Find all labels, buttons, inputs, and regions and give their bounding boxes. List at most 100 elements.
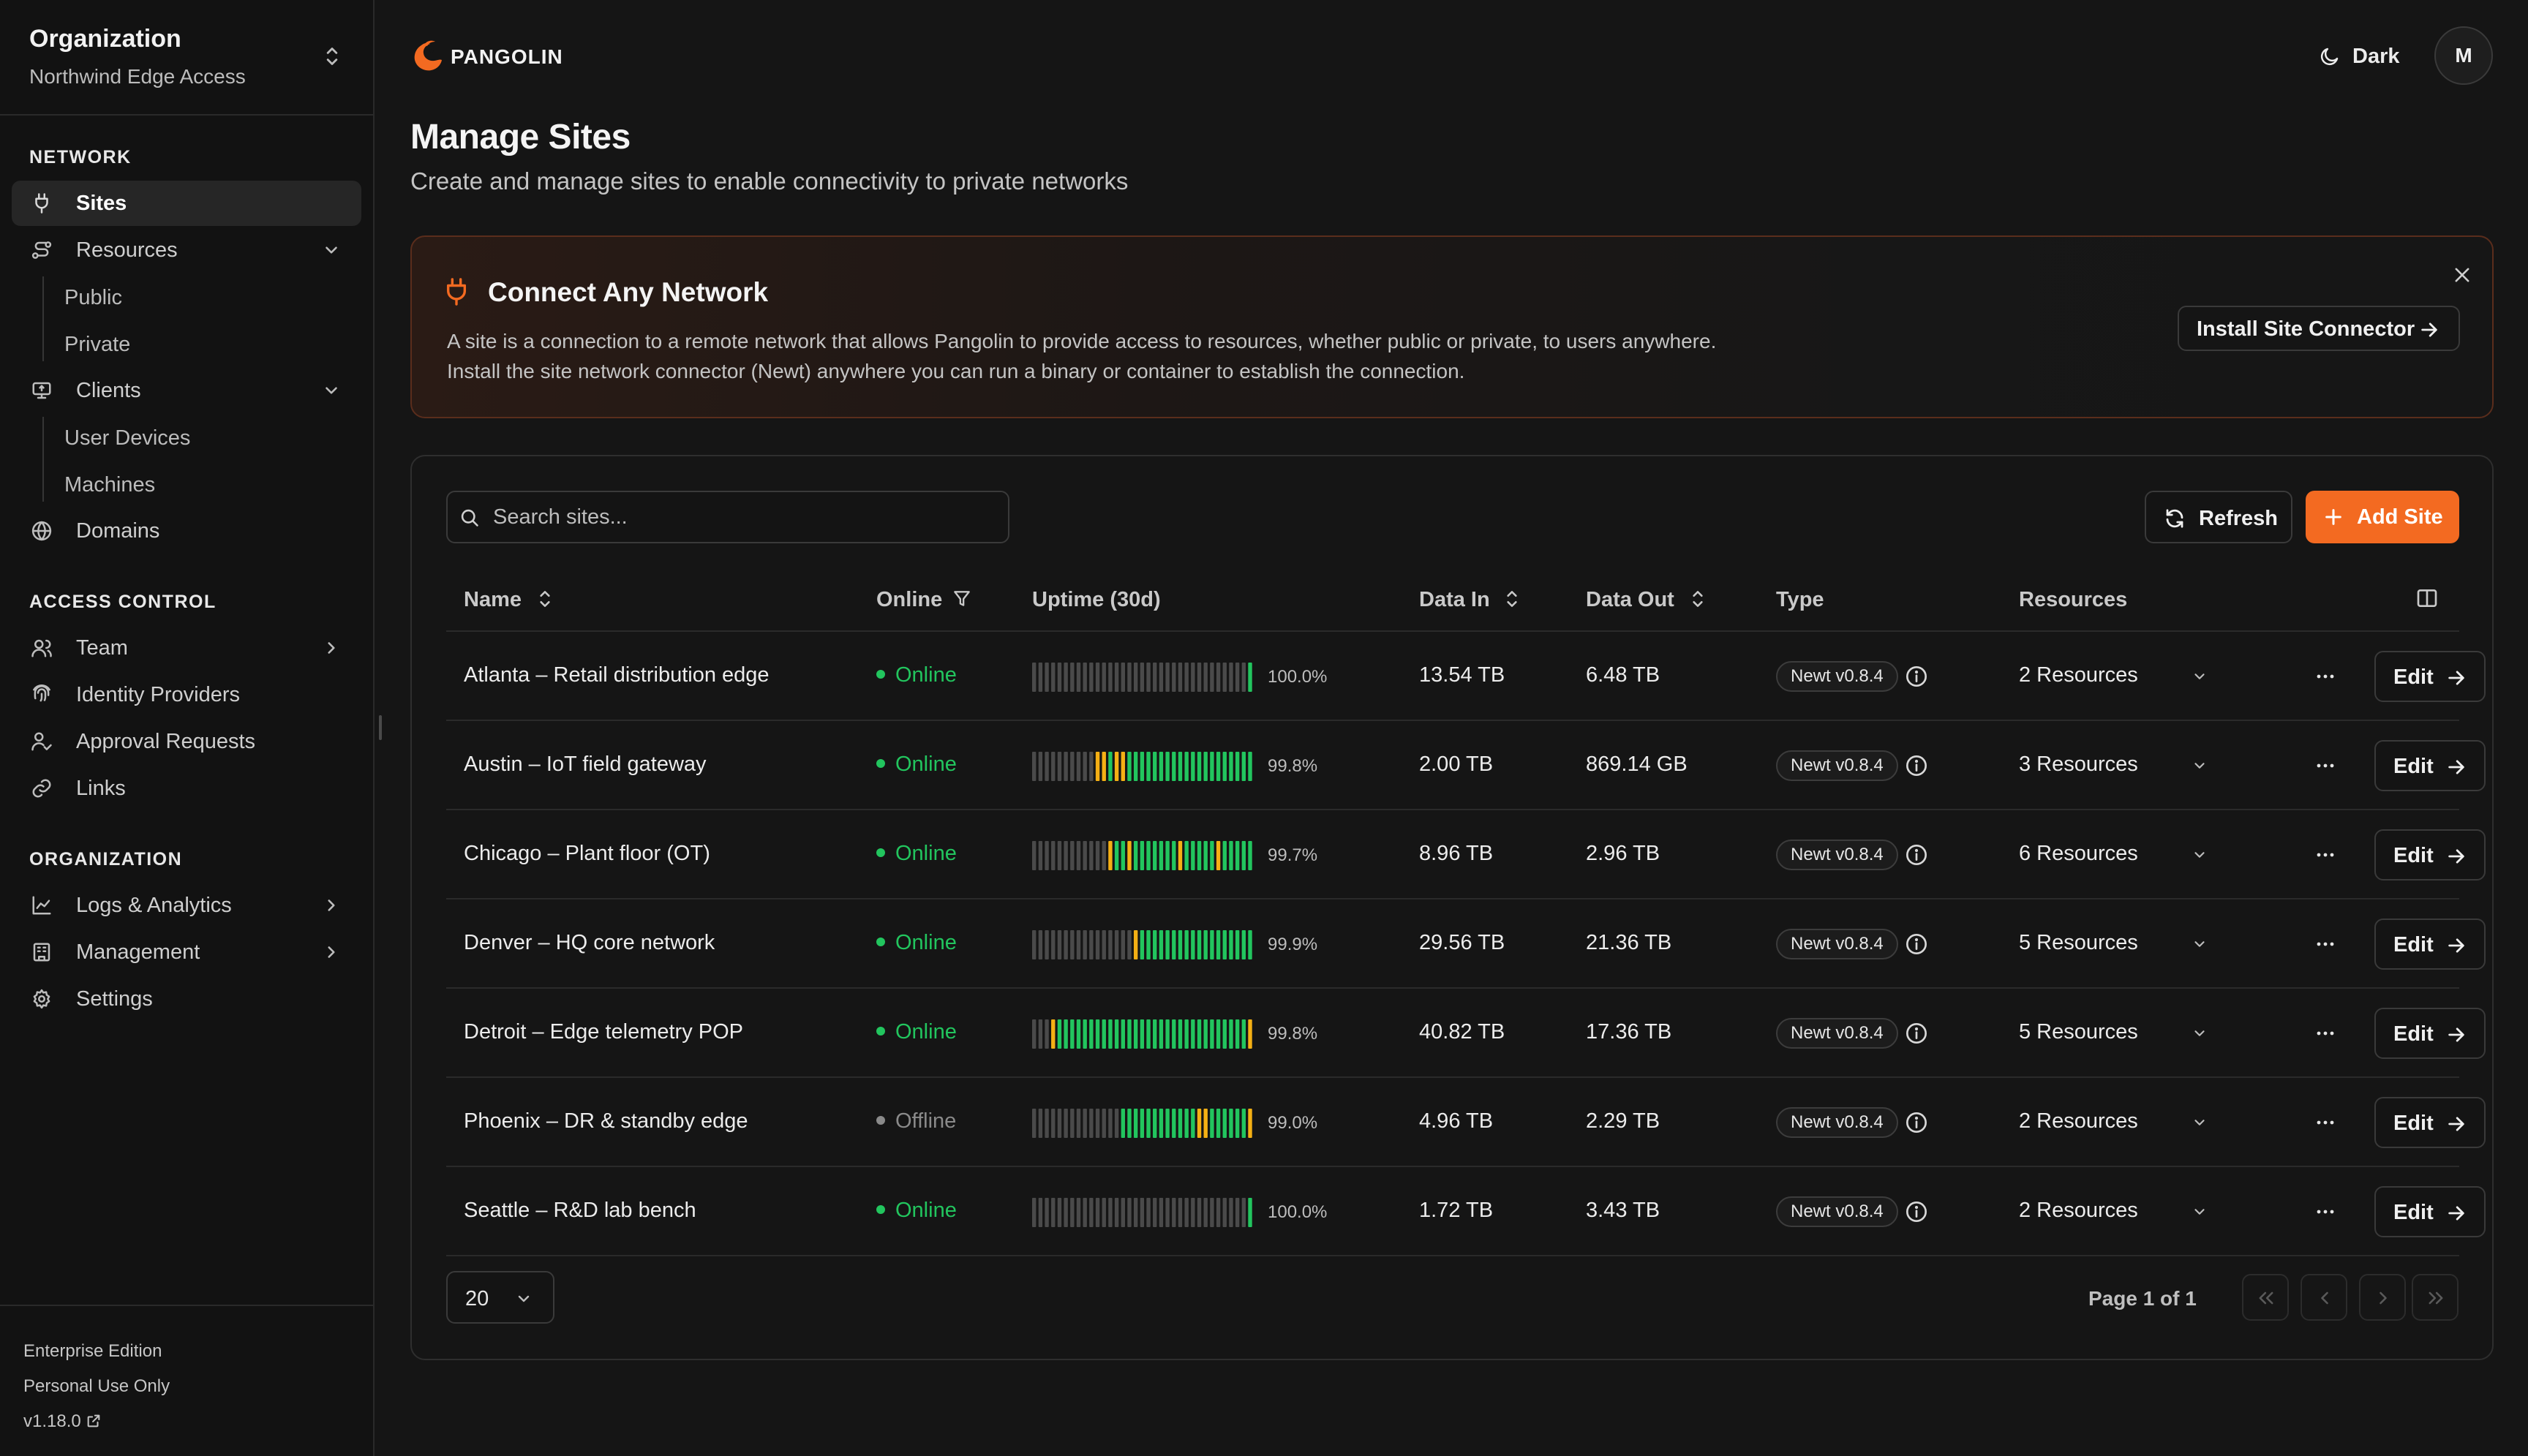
version-text: v1.18.0 xyxy=(23,1411,81,1431)
next-page-button[interactable] xyxy=(2359,1274,2406,1321)
chevron-down-icon xyxy=(2194,1120,2205,1125)
more-actions-icon[interactable] xyxy=(2313,1022,2338,1044)
search-input[interactable] xyxy=(493,502,990,532)
site-name[interactable]: Detroit – Edge telemetry POP xyxy=(464,1020,743,1044)
site-name[interactable]: Atlanta – Retail distribution edge xyxy=(464,663,770,687)
uptime-bar xyxy=(1070,1198,1075,1227)
sidebar-item-settings[interactable]: Settings xyxy=(12,976,361,1022)
uptime-bar xyxy=(1191,1109,1195,1138)
uptime-bar xyxy=(1248,752,1252,781)
info-icon[interactable] xyxy=(1905,1200,1928,1223)
avatar[interactable]: M xyxy=(2434,26,2493,85)
uptime-bar xyxy=(1089,1198,1094,1227)
uptime-bar xyxy=(1203,841,1208,870)
last-page-button[interactable] xyxy=(2412,1274,2459,1321)
edit-site-button[interactable]: Edit xyxy=(2374,1097,2486,1148)
add-site-button[interactable]: Add Site xyxy=(2306,491,2459,543)
site-name[interactable]: Seattle – R&D lab bench xyxy=(464,1199,696,1222)
page-size-select[interactable]: 20 xyxy=(446,1271,554,1324)
info-icon[interactable] xyxy=(1905,1022,1928,1045)
site-name[interactable]: Denver – HQ core network xyxy=(464,931,715,954)
refresh-button[interactable]: Refresh xyxy=(2145,491,2292,543)
sidebar-item-clients[interactable]: Clients xyxy=(12,368,361,413)
site-name[interactable]: Phoenix – DR & standby edge xyxy=(464,1109,748,1133)
uptime-bar xyxy=(1191,1019,1195,1049)
more-actions-icon[interactable] xyxy=(2313,1201,2338,1223)
uptime-bar xyxy=(1114,930,1119,959)
search-field[interactable] xyxy=(446,491,1009,543)
edit-site-button[interactable]: Edit xyxy=(2374,1186,2486,1237)
table-row[interactable]: Denver – HQ core network Online 99.9% 29.56… xyxy=(446,899,2486,989)
edit-site-button[interactable]: Edit xyxy=(2374,1008,2486,1059)
resources-dropdown[interactable]: 2 Resources xyxy=(2019,1199,2138,1222)
version-link[interactable]: v1.18.0 xyxy=(23,1411,102,1432)
table-row[interactable]: Atlanta – Retail distribution edge Online… xyxy=(446,632,2486,721)
theme-toggle-button[interactable]: Dark xyxy=(2319,38,2414,75)
table-row[interactable]: Detroit – Edge telemetry POP Online 99.8% 4… xyxy=(446,989,2486,1078)
sort-icon[interactable] xyxy=(535,588,554,610)
uptime-bar xyxy=(1146,930,1151,959)
table-row[interactable]: Seattle – R&D lab bench Online 100.0% 1.72 … xyxy=(446,1167,2486,1256)
resources-dropdown[interactable]: 3 Resources xyxy=(2019,752,2138,776)
info-icon[interactable] xyxy=(1905,665,1928,688)
uptime-bar xyxy=(1064,663,1068,692)
edit-site-button[interactable]: Edit xyxy=(2374,740,2486,791)
table-row[interactable]: Chicago – Plant floor (OT) Online 99.7% 8.9… xyxy=(446,810,2486,899)
sidebar-item-domains[interactable]: Domains xyxy=(12,508,361,554)
uptime-bar xyxy=(1184,1019,1189,1049)
sidebar-resize-handle[interactable] xyxy=(379,715,382,740)
more-actions-icon[interactable] xyxy=(2313,933,2338,955)
install-site-connector-button[interactable]: Install Site Connector xyxy=(2178,306,2460,351)
sort-icon[interactable] xyxy=(1502,588,1521,610)
sort-icon[interactable] xyxy=(1688,588,1707,610)
sidebar-item-sites[interactable]: Sites xyxy=(12,181,361,226)
more-actions-icon[interactable] xyxy=(2313,1112,2338,1134)
sidebar-item-user-devices[interactable]: User Devices xyxy=(64,426,191,450)
sidebar-item-approval-requests[interactable]: Approval Requests xyxy=(12,719,361,764)
resources-dropdown[interactable]: 5 Resources xyxy=(2019,931,2138,954)
info-icon[interactable] xyxy=(1905,843,1928,867)
site-name[interactable]: Chicago – Plant floor (OT) xyxy=(464,842,710,865)
sidebar-item-management[interactable]: Management xyxy=(12,929,361,975)
uptime-bar xyxy=(1172,752,1176,781)
arrow-right-icon xyxy=(2448,671,2464,685)
resources-dropdown[interactable]: 6 Resources xyxy=(2019,842,2138,865)
column-online-header[interactable]: Online xyxy=(876,588,943,611)
first-page-button[interactable] xyxy=(2242,1274,2289,1321)
sidebar-item-machines[interactable]: Machines xyxy=(64,473,156,497)
edit-site-button[interactable]: Edit xyxy=(2374,829,2486,880)
sidebar-item-team[interactable]: Team xyxy=(12,625,361,671)
sidebar-item-links[interactable]: Links xyxy=(12,766,361,811)
table-row[interactable]: Phoenix – DR & standby edge Offline 99.0% 4… xyxy=(446,1078,2486,1167)
more-actions-icon[interactable] xyxy=(2313,755,2338,777)
info-icon[interactable] xyxy=(1905,1111,1928,1134)
edit-site-button[interactable]: Edit xyxy=(2374,919,2486,970)
sidebar-item-resources[interactable]: Resources xyxy=(12,227,361,273)
resources-dropdown[interactable]: 5 Resources xyxy=(2019,1020,2138,1044)
column-data-out-header[interactable]: Data Out xyxy=(1586,588,1674,611)
site-name[interactable]: Austin – IoT field gateway xyxy=(464,752,707,776)
uptime-bar xyxy=(1210,930,1214,959)
sidebar-item-private[interactable]: Private xyxy=(64,333,131,356)
previous-page-button[interactable] xyxy=(2301,1274,2347,1321)
uptime-bar xyxy=(1241,1198,1246,1227)
sidebar-item-label: Management xyxy=(76,940,200,964)
table-row[interactable]: Austin – IoT field gateway Online 99.8% 2.0… xyxy=(446,721,2486,810)
column-name-header[interactable]: Name xyxy=(464,588,522,611)
resources-dropdown[interactable]: 2 Resources xyxy=(2019,1109,2138,1133)
org-switcher[interactable]: Organization Northwind Edge Access xyxy=(0,0,373,116)
filter-icon[interactable] xyxy=(952,588,971,610)
edit-site-button[interactable]: Edit xyxy=(2374,651,2486,702)
sidebar-item-public[interactable]: Public xyxy=(64,286,122,309)
columns-icon[interactable] xyxy=(2415,586,2439,610)
column-data-in-header[interactable]: Data In xyxy=(1419,588,1490,611)
sidebar-item-logs-analytics[interactable]: Logs & Analytics xyxy=(12,883,361,928)
resources-dropdown[interactable]: 2 Resources xyxy=(2019,663,2138,687)
info-icon[interactable] xyxy=(1905,932,1928,956)
more-actions-icon[interactable] xyxy=(2313,665,2338,687)
uptime-bar xyxy=(1076,663,1081,692)
info-icon[interactable] xyxy=(1905,754,1928,777)
sidebar-item-identity-providers[interactable]: Identity Providers xyxy=(12,672,361,717)
close-icon[interactable] xyxy=(2452,265,2472,285)
more-actions-icon[interactable] xyxy=(2313,844,2338,866)
